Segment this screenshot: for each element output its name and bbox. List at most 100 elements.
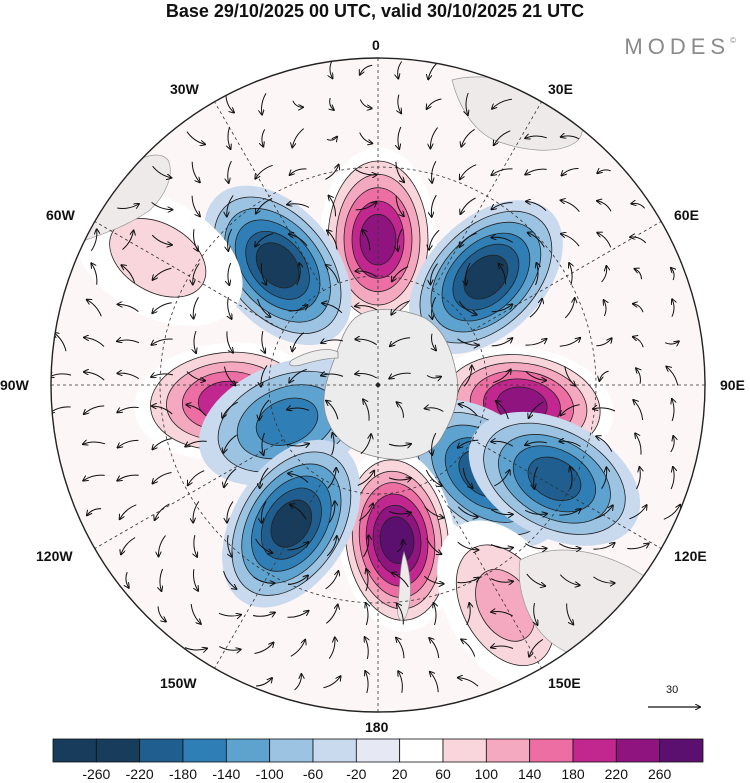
wind-vector [432,160,437,183]
wind-vector [457,338,479,345]
label-lon-120w: 120W [36,548,73,564]
colorbar-cell [95,738,141,763]
wind-vector [118,304,139,312]
wind-vector [355,339,377,346]
reference-vector-label: 30 [666,684,679,696]
label-lon-150w: 150W [160,675,197,691]
graticule [51,58,705,712]
wind-vector [561,234,580,247]
wind-vector [633,304,644,313]
wind-vector [466,262,471,285]
wind-vector [593,543,614,550]
wind-vector [322,303,343,314]
wind-vector [525,339,547,346]
wind-vector [597,170,611,173]
anomaly-contour [256,242,299,288]
wind-vector [526,573,545,586]
wind-vector [525,371,546,381]
wind-vector [635,269,642,280]
wind-vector [457,578,478,584]
wind-vector [458,439,479,448]
wind-vector [392,266,409,282]
wind-vector [84,405,105,414]
anomaly-contour [463,255,508,300]
label-lon-60e: 60E [674,207,699,223]
wind-vector [425,469,441,486]
wind-vector [153,267,172,280]
wind-vector [222,401,239,418]
brand-logo: MODES© [624,34,736,60]
anomaly-contour-line [231,451,352,596]
wind-vector [186,131,205,145]
wind-vector [261,365,268,386]
colorbar-cell [312,738,357,763]
wind-vector [84,338,105,347]
wind-vector [223,366,235,386]
wind-vector [388,444,411,446]
wind-vector [330,97,334,110]
map-border [50,57,706,713]
wind-vector [536,263,539,286]
wind-vector [292,332,305,352]
wind-vector [459,232,477,247]
wind-vector [332,433,334,456]
wind-vector [117,373,139,380]
wind-vector [366,569,368,592]
label-lon-90e: 90E [720,377,745,393]
wind-vector [288,305,308,312]
label-lon-60w: 60W [46,207,75,223]
wind-vector [457,541,479,550]
wind-vector [529,638,544,656]
colorbar-cell [572,738,617,763]
wind-vector [227,501,234,522]
wind-vector [355,306,378,311]
wind-vector [494,130,511,145]
wind-vector [396,540,403,553]
wind-vector [492,168,513,175]
wind-vector [666,367,679,386]
wind-vector [117,340,140,343]
wind-vector [151,338,173,345]
wind-vector [672,399,674,422]
colorbar-tick-label: -140 [212,766,241,782]
anomaly-contour-line [379,516,415,564]
wind-vectors [51,60,680,694]
wind-vector [117,474,139,481]
wind-vector [460,197,476,214]
wind-vector [461,128,475,146]
wind-vector [252,613,275,617]
wind-vector [185,440,207,446]
wind-vector [398,94,401,114]
label-lon-90w: 90W [0,377,29,393]
colorbar-cell [52,738,97,763]
wind-vector [529,299,542,318]
wind-vector [292,128,305,148]
wind-vector [430,127,438,149]
colorbar-tick-label: 220 [604,766,628,782]
wind-vector [633,337,644,348]
wind-vector [87,300,102,317]
anomaly-contour-line [224,208,331,323]
wind-vector [191,195,200,217]
wind-vector [256,198,273,214]
wind-vector [525,543,546,549]
wind-vector [326,536,337,557]
wind-vector [426,537,442,554]
wind-vector [188,470,205,486]
wind-vector [636,467,641,490]
wind-vector [255,538,273,553]
anomaly-contour-line [234,219,321,312]
wind-vector [633,400,644,421]
colorbar-tick-label: 20 [391,766,408,782]
wind-vector [289,234,308,247]
wind-vector [595,505,613,520]
colorbar [52,738,704,763]
anomaly-contour-line [452,243,520,311]
anomaly-contour [256,398,318,446]
wind-vector [388,478,411,480]
wind-vector [160,568,163,591]
wind-vector [186,405,206,416]
colorbar-cell [139,738,184,763]
colorbar-tick-label: -60 [302,766,324,782]
